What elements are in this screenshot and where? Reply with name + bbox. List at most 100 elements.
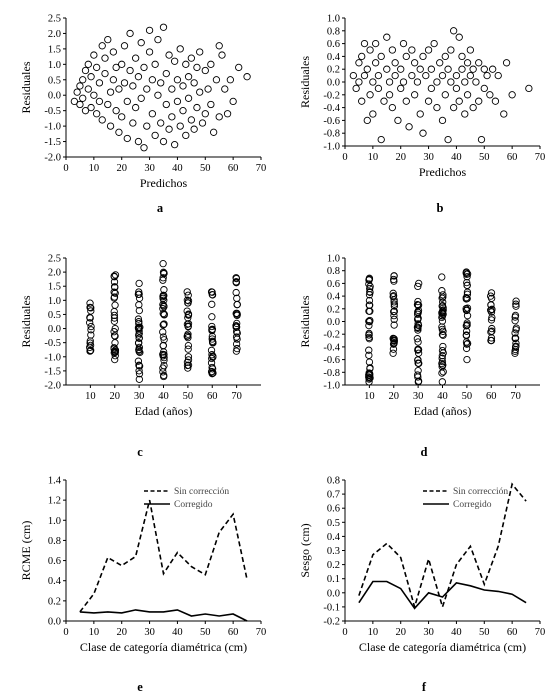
data-point bbox=[135, 362, 144, 370]
data-point bbox=[365, 274, 374, 282]
y-tick-label: -0.8 bbox=[323, 129, 340, 140]
x-tick-label: 0 bbox=[63, 627, 68, 638]
data-point bbox=[115, 85, 123, 93]
x-axis-label: Predichos bbox=[419, 165, 467, 179]
x-tick-label: 10 bbox=[368, 152, 379, 163]
data-point bbox=[159, 259, 167, 268]
data-point bbox=[160, 292, 168, 300]
data-point bbox=[229, 97, 237, 106]
data-point bbox=[487, 316, 496, 324]
data-point bbox=[193, 103, 201, 112]
data-point bbox=[462, 306, 471, 314]
data-point bbox=[232, 340, 241, 348]
y-tick-label: 2.0 bbox=[48, 268, 61, 279]
data-point bbox=[415, 279, 423, 288]
data-point bbox=[190, 125, 198, 133]
data-point bbox=[104, 100, 112, 109]
data-point bbox=[512, 300, 520, 308]
data-point bbox=[101, 69, 109, 78]
data-point bbox=[449, 103, 458, 112]
data-point bbox=[469, 103, 477, 112]
data-point bbox=[160, 320, 168, 328]
data-point bbox=[162, 69, 170, 78]
data-point bbox=[159, 268, 168, 276]
data-point bbox=[101, 54, 109, 62]
data-point bbox=[365, 375, 373, 383]
y-tick-label: 1.0 bbox=[48, 296, 61, 307]
data-point bbox=[389, 349, 397, 357]
y-tick-label: 0.0 bbox=[327, 317, 340, 328]
data-point bbox=[358, 97, 366, 105]
data-point bbox=[462, 294, 470, 302]
data-point bbox=[86, 337, 94, 345]
data-point bbox=[183, 320, 192, 328]
data-point bbox=[207, 100, 215, 109]
data-point bbox=[365, 307, 373, 315]
data-point bbox=[135, 306, 143, 315]
data-point bbox=[399, 78, 408, 86]
data-point bbox=[135, 334, 143, 342]
data-point bbox=[134, 137, 143, 146]
data-point bbox=[363, 116, 371, 125]
x-tick-label: 70 bbox=[256, 163, 267, 174]
data-point bbox=[223, 110, 232, 118]
data-point bbox=[511, 329, 519, 337]
data-point bbox=[233, 344, 241, 353]
data-point bbox=[111, 271, 120, 279]
data-point bbox=[469, 65, 477, 73]
data-point bbox=[408, 46, 416, 54]
data-point bbox=[438, 346, 447, 355]
panel-letter: b bbox=[437, 201, 444, 215]
data-point bbox=[463, 273, 471, 281]
data-point bbox=[360, 71, 369, 80]
data-point bbox=[349, 71, 358, 80]
data-point bbox=[109, 76, 118, 84]
data-point bbox=[438, 317, 447, 325]
data-point bbox=[208, 291, 217, 299]
data-point bbox=[366, 282, 374, 291]
data-point bbox=[233, 319, 241, 328]
data-point bbox=[168, 113, 176, 121]
data-point bbox=[427, 84, 436, 93]
y-tick-label: 1.0 bbox=[327, 254, 340, 265]
data-point bbox=[475, 59, 483, 67]
data-point bbox=[184, 364, 192, 372]
data-point bbox=[512, 297, 520, 305]
data-point bbox=[154, 91, 162, 99]
data-point bbox=[466, 71, 475, 80]
data-point bbox=[488, 324, 496, 333]
data-point bbox=[110, 317, 119, 325]
data-point bbox=[145, 48, 154, 56]
data-point bbox=[187, 54, 196, 62]
x-tick-label: 40 bbox=[451, 152, 462, 163]
x-tick-label: 0 bbox=[63, 163, 68, 174]
data-point bbox=[363, 65, 371, 73]
y-tick-label: 0.2 bbox=[327, 65, 340, 76]
data-point bbox=[218, 51, 226, 59]
data-point bbox=[87, 322, 95, 331]
data-point bbox=[165, 51, 173, 59]
y-tick-label: -1.5 bbox=[44, 137, 61, 148]
data-point bbox=[430, 39, 438, 48]
x-axis-label: Clase de categoría diamétrica (cm) bbox=[80, 640, 247, 654]
data-point bbox=[388, 46, 397, 54]
y-tick-label: 1.0 bbox=[48, 516, 61, 527]
panel-letter: a bbox=[157, 201, 164, 215]
data-point bbox=[208, 332, 216, 341]
data-point bbox=[511, 334, 519, 342]
data-point bbox=[414, 314, 422, 323]
x-tick-label: 30 bbox=[413, 391, 424, 402]
data-point bbox=[390, 311, 398, 320]
data-point bbox=[462, 322, 470, 330]
panel-letter: d bbox=[421, 445, 428, 459]
data-point bbox=[148, 110, 157, 118]
panel-f: -0.2 -0.1 0.0 0.1 0.2 0.3 0.4 0.5 0.6 0.7 0.8 0 10 20… bbox=[298, 476, 545, 695]
data-point bbox=[160, 269, 168, 277]
y-tick-label: 0.4 bbox=[327, 52, 341, 63]
y-tick-label: 1.5 bbox=[48, 44, 61, 55]
data-point bbox=[419, 52, 427, 61]
data-point bbox=[365, 301, 373, 309]
y-tick-label: -0.2 bbox=[323, 330, 340, 341]
data-point bbox=[366, 91, 374, 99]
data-point bbox=[424, 46, 433, 54]
